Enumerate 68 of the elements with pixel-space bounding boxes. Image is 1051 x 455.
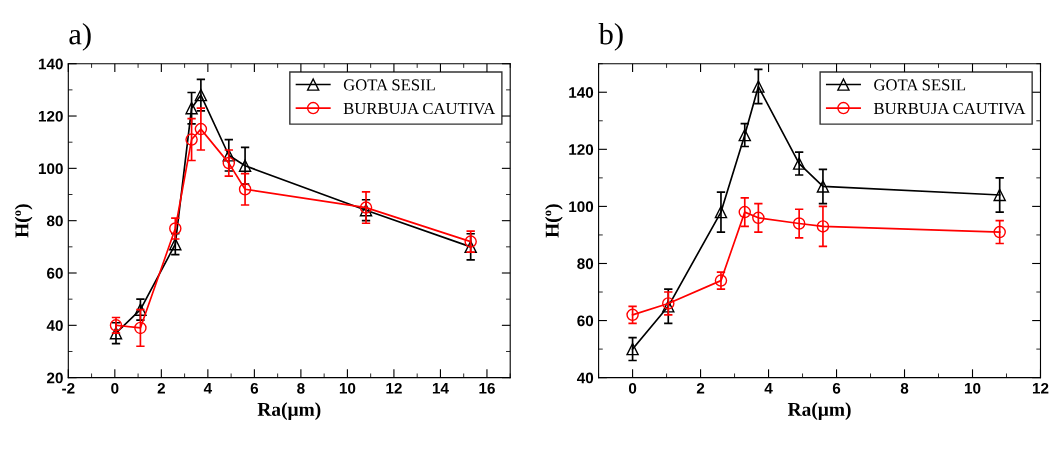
y-tick-label: 40 <box>46 320 63 332</box>
point <box>792 217 806 230</box>
x-axis-title: Ra(μm) <box>787 402 851 420</box>
point <box>714 274 728 287</box>
x-tick-label: 4 <box>203 383 213 394</box>
legend-label: BURBUJA CAUTIVA <box>343 102 496 115</box>
x-tick-label: 2 <box>157 382 165 394</box>
point <box>134 321 147 335</box>
legend-label: GOTA SESIL <box>874 79 966 91</box>
x-tick-label: -2 <box>62 382 75 394</box>
point <box>816 220 830 233</box>
legend-label: GOTA SESIL <box>343 79 435 91</box>
point <box>464 240 477 254</box>
point <box>752 80 765 93</box>
point <box>993 225 1006 239</box>
point <box>238 183 252 196</box>
y-tick-label: 20 <box>46 372 63 384</box>
point <box>816 180 830 193</box>
point <box>993 188 1006 202</box>
point <box>738 205 752 219</box>
legend-label: BURBUJA CAUTIVA <box>873 102 1026 115</box>
x-tick-label: 4 <box>764 383 773 394</box>
x-tick-label: 8 <box>297 382 305 394</box>
point <box>185 133 198 146</box>
point <box>194 88 208 102</box>
point <box>222 149 236 162</box>
y-tick-label: 80 <box>577 258 594 270</box>
y-tick-label: 120 <box>38 110 63 122</box>
y-tick-label: 100 <box>569 201 594 213</box>
chart-title: b) <box>598 23 623 51</box>
point <box>169 237 182 251</box>
y-tick-label: 100 <box>38 163 63 175</box>
y-tick-label: 120 <box>569 144 594 156</box>
point <box>169 222 182 235</box>
y-axis-title: H(º) <box>14 204 33 238</box>
x-tick-label: 16 <box>479 382 495 394</box>
y-tick-label: 140 <box>569 87 594 98</box>
x-tick-label: 12 <box>1032 382 1049 394</box>
point <box>464 235 477 248</box>
x-tick-label: 10 <box>964 382 981 394</box>
point <box>738 128 752 142</box>
x-axis-title: Ra(μm) <box>257 402 321 420</box>
x-tick-label: 8 <box>900 382 909 394</box>
y-axis-title: H(º) <box>545 204 563 238</box>
point <box>752 211 765 225</box>
x-tick-label: 10 <box>339 382 356 394</box>
x-tick-label: 0 <box>111 382 119 394</box>
point <box>185 101 198 115</box>
y-tick-label: 60 <box>47 267 63 279</box>
point <box>134 303 147 316</box>
y-tick-label: 60 <box>577 315 594 327</box>
point <box>194 122 208 136</box>
point <box>714 205 728 219</box>
x-tick-label: 6 <box>832 382 841 394</box>
point <box>626 342 639 356</box>
x-tick-label: 6 <box>250 382 259 394</box>
y-tick-label: 140 <box>38 58 63 70</box>
point <box>109 326 123 340</box>
y-tick-label: 40 <box>576 372 594 384</box>
point <box>792 157 806 170</box>
point <box>222 156 236 170</box>
point <box>238 159 252 172</box>
chart-title: a) <box>69 23 91 51</box>
x-tick-label: 14 <box>432 383 449 394</box>
y-tick-label: 80 <box>46 215 63 227</box>
x-tick-label: 12 <box>386 382 402 394</box>
x-tick-label: 0 <box>628 382 637 394</box>
x-tick-label: 2 <box>696 382 705 394</box>
